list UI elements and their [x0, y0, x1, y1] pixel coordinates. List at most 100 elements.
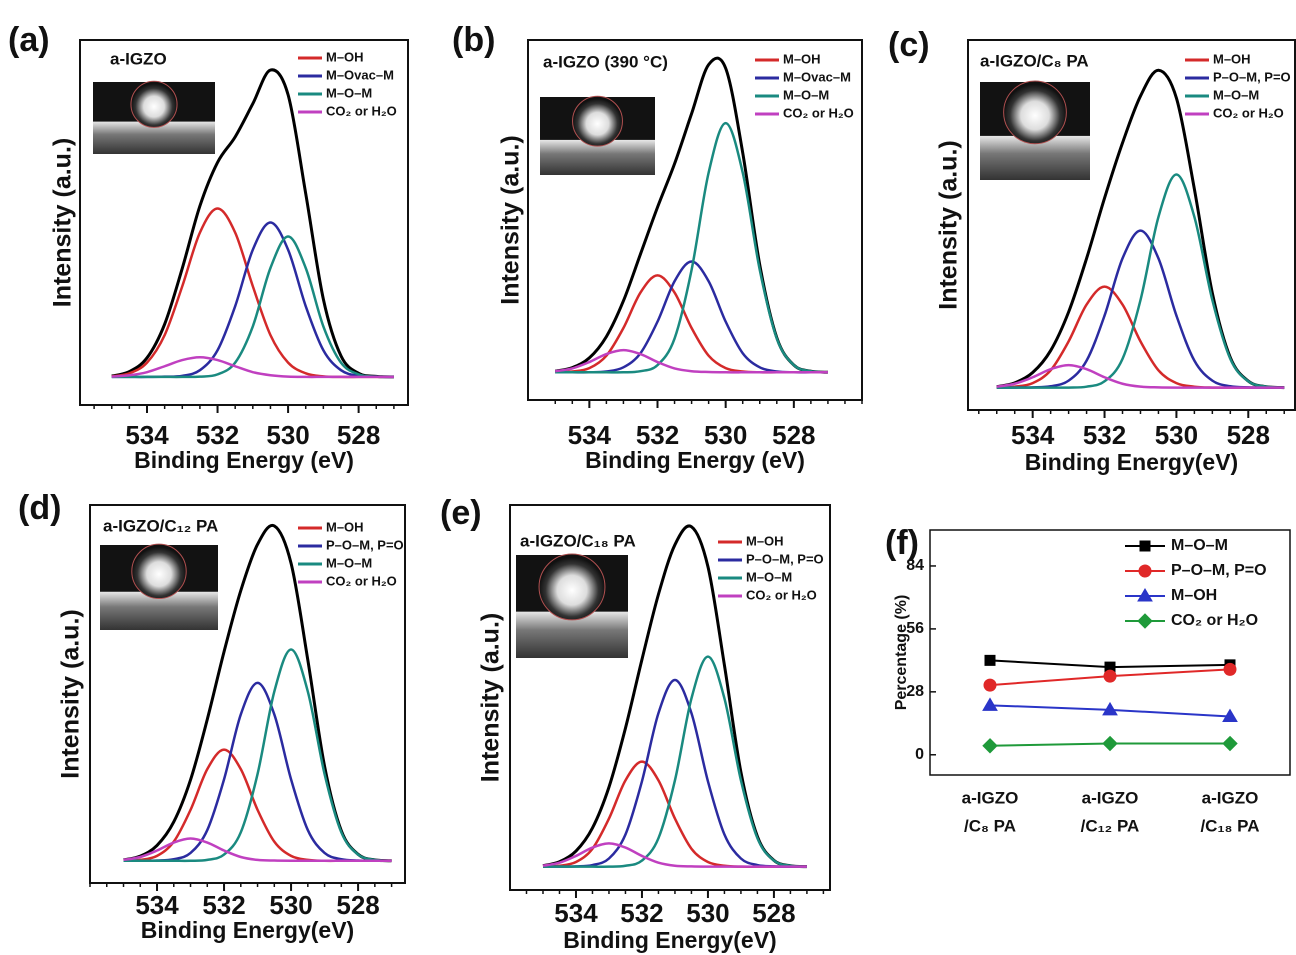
legend-label: P–O–M, P=O [1171, 562, 1267, 579]
x-tick-label: 532 [620, 898, 663, 928]
x-tick-label: 528 [337, 420, 380, 450]
spectrum-line [111, 356, 394, 379]
legend-label: M–O–M [1171, 537, 1228, 554]
legend-label: M–OH [1213, 51, 1251, 66]
inset-droplet [131, 543, 187, 600]
x-tick-label: 530 [1155, 420, 1198, 450]
legend-marker [1139, 540, 1151, 552]
x-tick-label: 530 [269, 890, 312, 920]
x-axis-title: Binding Energy(eV) [563, 927, 776, 953]
x-tick-label: 534 [125, 420, 169, 450]
legend-label: CO₂ or H₂O [1171, 612, 1258, 629]
y-tick-label: 28 [906, 683, 924, 700]
x-tick-label: 528 [752, 898, 795, 928]
legend-label: M–OH [1171, 587, 1217, 604]
panel-label: (c) [888, 26, 930, 64]
spectrum-line [555, 121, 828, 374]
legend-label: CO₂ or H₂O [783, 105, 854, 120]
legend-label: M–O–M [783, 87, 829, 102]
spectrum-line [123, 748, 392, 863]
x-tick-label: 532 [202, 890, 245, 920]
data-point [1102, 701, 1118, 716]
data-point [982, 697, 998, 711]
y-axis-title: Intensity (a.u.) [49, 138, 77, 307]
x-tick-label: 530 [686, 898, 729, 928]
y-axis-title: Intensity (a.u.) [497, 135, 525, 304]
data-point [1102, 735, 1118, 752]
data-point [984, 654, 996, 666]
data-point [983, 678, 997, 692]
legend-label: CO₂ or H₂O [746, 587, 817, 602]
x-axis-title: Binding Energy (eV) [585, 447, 805, 473]
x-tick-label: /C₁₈ PA [1200, 816, 1259, 835]
data-point [1223, 662, 1237, 676]
legend-label: CO₂ or H₂O [326, 573, 397, 588]
y-tick-label: 56 [906, 620, 924, 637]
y-tick-label: 0 [915, 746, 924, 763]
legend-label: CO₂ or H₂O [1213, 105, 1284, 120]
legend-label: M–OH [783, 51, 821, 66]
panel-title: a-IGZO/C₁₂ PA [103, 516, 218, 535]
data-point [982, 738, 998, 754]
y-tick-label: 84 [906, 557, 924, 574]
x-tick-label: 534 [568, 420, 612, 450]
legend-label: M–Ovac–M [326, 67, 394, 82]
plot-frame [79, 39, 409, 406]
x-tick-label: 532 [636, 420, 679, 450]
spectrum-line [111, 235, 394, 379]
spectrum-line [111, 68, 394, 379]
legend-marker [1138, 564, 1152, 578]
panel-title: a-IGZO/C₈ PA [980, 51, 1089, 70]
x-axis-title: Binding Energy (eV) [134, 447, 354, 473]
plot-frame [527, 39, 863, 401]
x-axis-title: Binding Energy(eV) [1025, 449, 1238, 475]
x-tick-label: /C₈ PA [964, 816, 1016, 835]
plot-frame [509, 504, 831, 891]
legend-label: M–OH [746, 533, 784, 548]
x-tick-label: 534 [554, 898, 598, 928]
panel-label: (b) [452, 21, 495, 59]
legend-label: CO₂ or H₂O [326, 103, 397, 118]
x-tick-label: 528 [772, 420, 815, 450]
data-point [1103, 669, 1117, 683]
spectrum-line [123, 648, 392, 863]
x-tick-label: a-IGZO [1082, 788, 1139, 807]
spectrum-line [996, 363, 1285, 389]
inset-droplet [1003, 80, 1067, 145]
inset-droplet [130, 80, 178, 128]
data-point [1222, 735, 1238, 752]
spectrum-line [542, 678, 807, 868]
panel-title: a-IGZO/C₁₈ PA [520, 531, 636, 550]
panel-title: a-IGZO (390 °C) [543, 52, 668, 71]
plot-frame [929, 529, 1291, 776]
x-tick-label: a-IGZO [962, 788, 1019, 807]
legend-label: P–O–M, P=O [1213, 69, 1291, 84]
y-axis-title: Percentage (%) [893, 595, 910, 711]
x-tick-label: 528 [336, 890, 379, 920]
x-tick-label: 534 [1011, 420, 1055, 450]
legend-label: M–OH [326, 519, 364, 534]
legend-label: P–O–M, P=O [326, 537, 404, 552]
inset-droplet [538, 553, 606, 621]
legend-label: M–O–M [1213, 87, 1259, 102]
x-tick-label: a-IGZO [1202, 788, 1259, 807]
x-tick-label: 532 [1083, 420, 1126, 450]
inset-droplet [572, 95, 623, 147]
y-axis-title: Intensity (a.u.) [477, 613, 505, 782]
panel-label: (a) [8, 21, 50, 59]
legend-label: M–O–M [326, 85, 372, 100]
panel-label: (e) [440, 494, 482, 532]
x-axis-title: Binding Energy(eV) [141, 917, 354, 943]
panel-label: (d) [18, 489, 61, 527]
spectrum-line [123, 837, 392, 863]
spectrum-line [996, 173, 1285, 389]
x-tick-label: 530 [704, 420, 747, 450]
panel-label: (f) [885, 524, 919, 562]
legend-label: M–O–M [746, 569, 792, 584]
x-tick-label: 532 [196, 420, 239, 450]
spectrum-line [111, 207, 394, 379]
spectrum-line [555, 348, 828, 374]
x-tick-label: 534 [135, 890, 179, 920]
data-point [1222, 708, 1238, 723]
